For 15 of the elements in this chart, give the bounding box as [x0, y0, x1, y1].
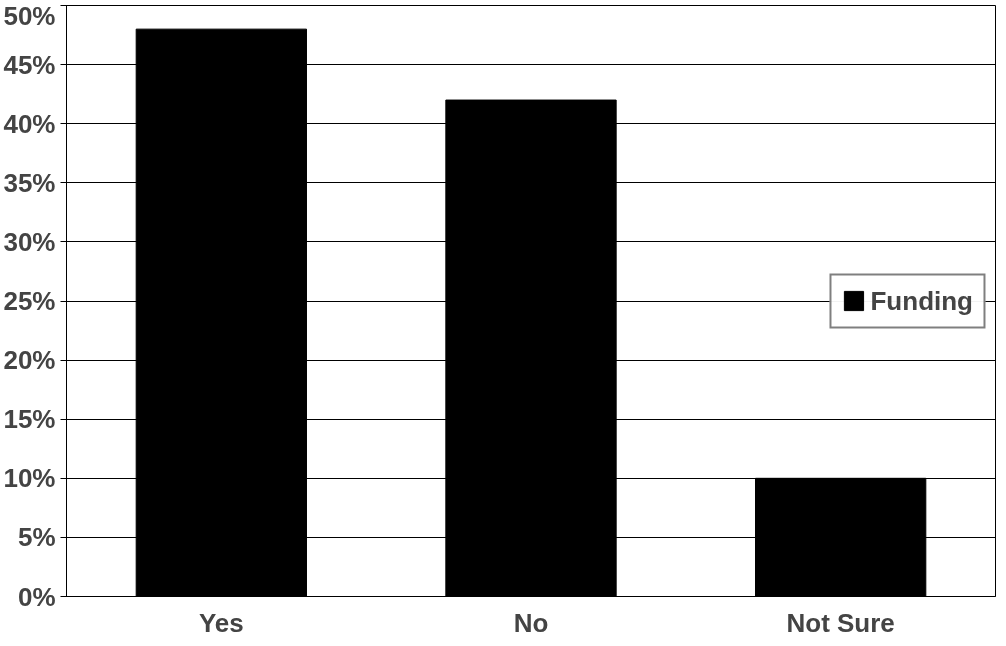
- y-tick-label: 35%: [3, 167, 56, 198]
- x-tick-label: Not Sure: [786, 607, 895, 638]
- y-tick-label: 5%: [17, 522, 56, 553]
- y-tick-label: 45%: [3, 49, 56, 80]
- y-tick-label: 25%: [3, 286, 56, 316]
- x-tick-label: Yes: [198, 607, 244, 638]
- y-tick-label: 15%: [3, 404, 56, 435]
- y-tick-label: 50%: [3, 0, 56, 31]
- y-tick-label: 30%: [3, 226, 56, 257]
- y-tick-label: 40%: [3, 108, 56, 139]
- y-tick-label: 10%: [3, 463, 56, 494]
- x-tick-label: No: [513, 607, 549, 638]
- y-tick-label: 0%: [17, 581, 56, 612]
- legend-label: Funding: [870, 285, 973, 316]
- y-tick-label: 20%: [3, 345, 56, 376]
